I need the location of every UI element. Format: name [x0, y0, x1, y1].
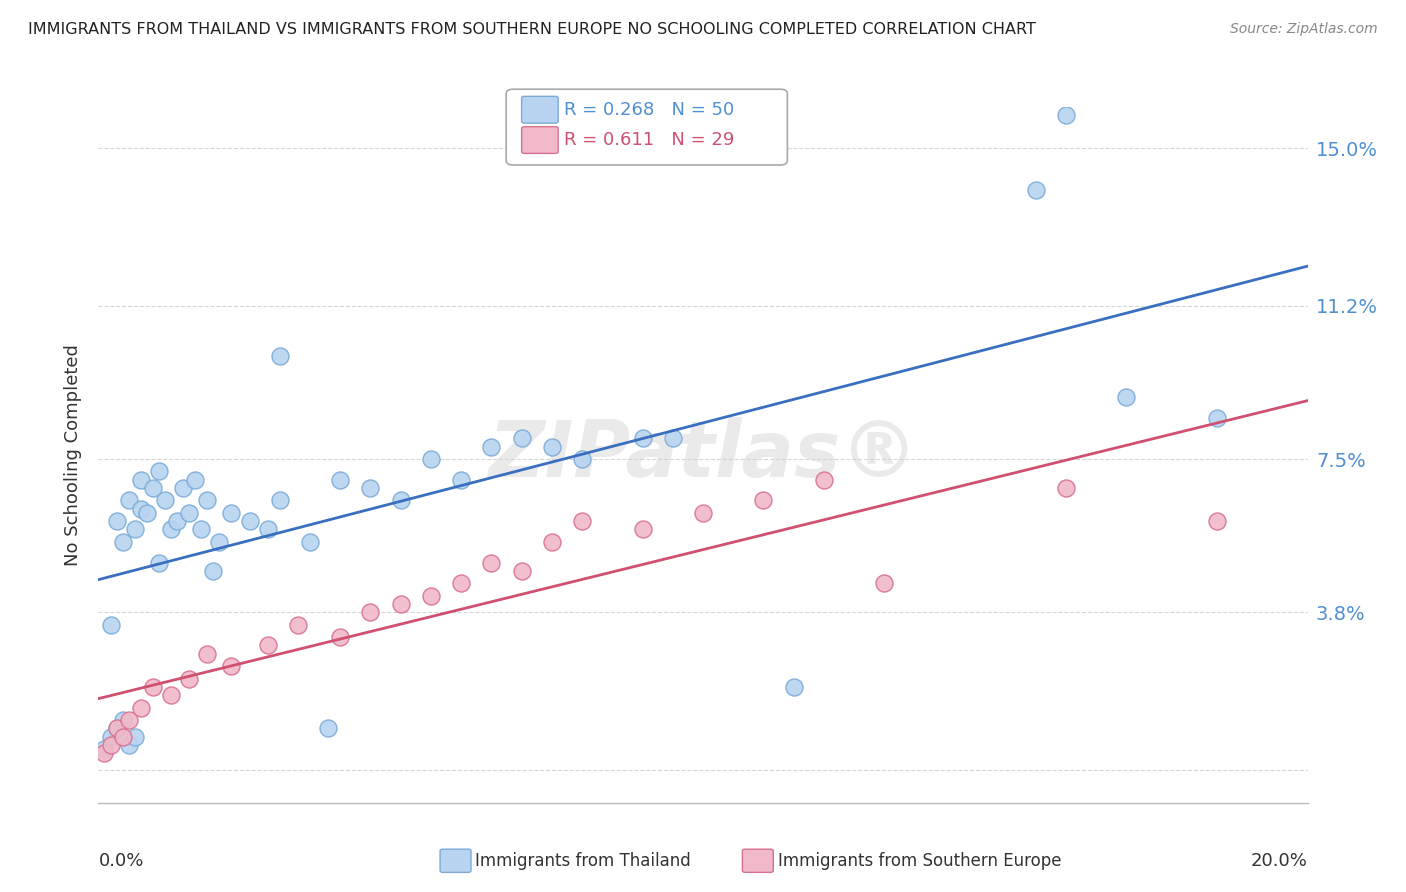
Point	[93, 746, 115, 760]
Point	[481, 556, 503, 570]
Point	[93, 742, 115, 756]
Point	[195, 647, 218, 661]
Point	[160, 523, 183, 537]
Point	[316, 721, 339, 735]
Point	[142, 680, 165, 694]
Point	[177, 672, 201, 686]
Point	[329, 630, 352, 644]
Point	[269, 349, 291, 363]
Text: Immigrants from Southern Europe: Immigrants from Southern Europe	[778, 852, 1062, 870]
Point	[239, 514, 262, 528]
Point	[135, 506, 157, 520]
Point	[873, 576, 896, 591]
Point	[111, 713, 134, 727]
Point	[299, 535, 322, 549]
Text: 20.0%: 20.0%	[1251, 853, 1308, 871]
Point	[510, 431, 533, 445]
Point	[1206, 514, 1229, 528]
Y-axis label: No Schooling Completed: No Schooling Completed	[63, 344, 82, 566]
Point	[129, 473, 152, 487]
Point	[256, 523, 278, 537]
Point	[105, 721, 128, 735]
Point	[631, 523, 654, 537]
Point	[782, 680, 804, 694]
Point	[111, 730, 134, 744]
Point	[100, 730, 122, 744]
Point	[190, 523, 212, 537]
Point	[329, 473, 352, 487]
Point	[419, 589, 441, 603]
Point	[100, 738, 122, 752]
Point	[166, 514, 188, 528]
Point	[221, 659, 243, 673]
Point	[287, 617, 309, 632]
Point	[1115, 390, 1137, 404]
Point	[142, 481, 165, 495]
Point	[129, 700, 152, 714]
Point	[269, 493, 291, 508]
Point	[111, 535, 134, 549]
Point	[105, 721, 128, 735]
Point	[184, 473, 207, 487]
Point	[100, 617, 122, 632]
Point	[153, 493, 176, 508]
Point	[195, 493, 218, 508]
Point	[256, 639, 278, 653]
Point	[221, 506, 243, 520]
Point	[160, 688, 183, 702]
Point	[540, 440, 562, 454]
Text: R = 0.611   N = 29: R = 0.611 N = 29	[564, 131, 734, 149]
Text: 0.0%: 0.0%	[98, 853, 143, 871]
Point	[752, 493, 775, 508]
Text: ZIPatlas®: ZIPatlas®	[488, 417, 918, 493]
Point	[540, 535, 562, 549]
Point	[124, 523, 146, 537]
Point	[571, 514, 593, 528]
Point	[148, 556, 170, 570]
Point	[1024, 183, 1046, 197]
Point	[481, 440, 503, 454]
Text: R = 0.268   N = 50: R = 0.268 N = 50	[564, 101, 734, 119]
Point	[1206, 410, 1229, 425]
Text: Immigrants from Thailand: Immigrants from Thailand	[475, 852, 690, 870]
Point	[1054, 108, 1077, 122]
Point	[571, 452, 593, 467]
Point	[450, 473, 472, 487]
Point	[813, 473, 835, 487]
Point	[1054, 481, 1077, 495]
Point	[129, 501, 152, 516]
Point	[360, 605, 382, 619]
Point	[172, 481, 194, 495]
Point	[661, 431, 683, 445]
Point	[389, 493, 412, 508]
Point	[118, 738, 141, 752]
Point	[202, 564, 225, 578]
Point	[389, 597, 412, 611]
Point	[360, 481, 382, 495]
Point	[118, 713, 141, 727]
Point	[105, 514, 128, 528]
Point	[208, 535, 231, 549]
Point	[692, 506, 714, 520]
Point	[148, 465, 170, 479]
Point	[510, 564, 533, 578]
Text: Source: ZipAtlas.com: Source: ZipAtlas.com	[1230, 22, 1378, 37]
Point	[118, 493, 141, 508]
Point	[419, 452, 441, 467]
Text: IMMIGRANTS FROM THAILAND VS IMMIGRANTS FROM SOUTHERN EUROPE NO SCHOOLING COMPLET: IMMIGRANTS FROM THAILAND VS IMMIGRANTS F…	[28, 22, 1036, 37]
Point	[177, 506, 201, 520]
Point	[631, 431, 654, 445]
Point	[450, 576, 472, 591]
Point	[124, 730, 146, 744]
